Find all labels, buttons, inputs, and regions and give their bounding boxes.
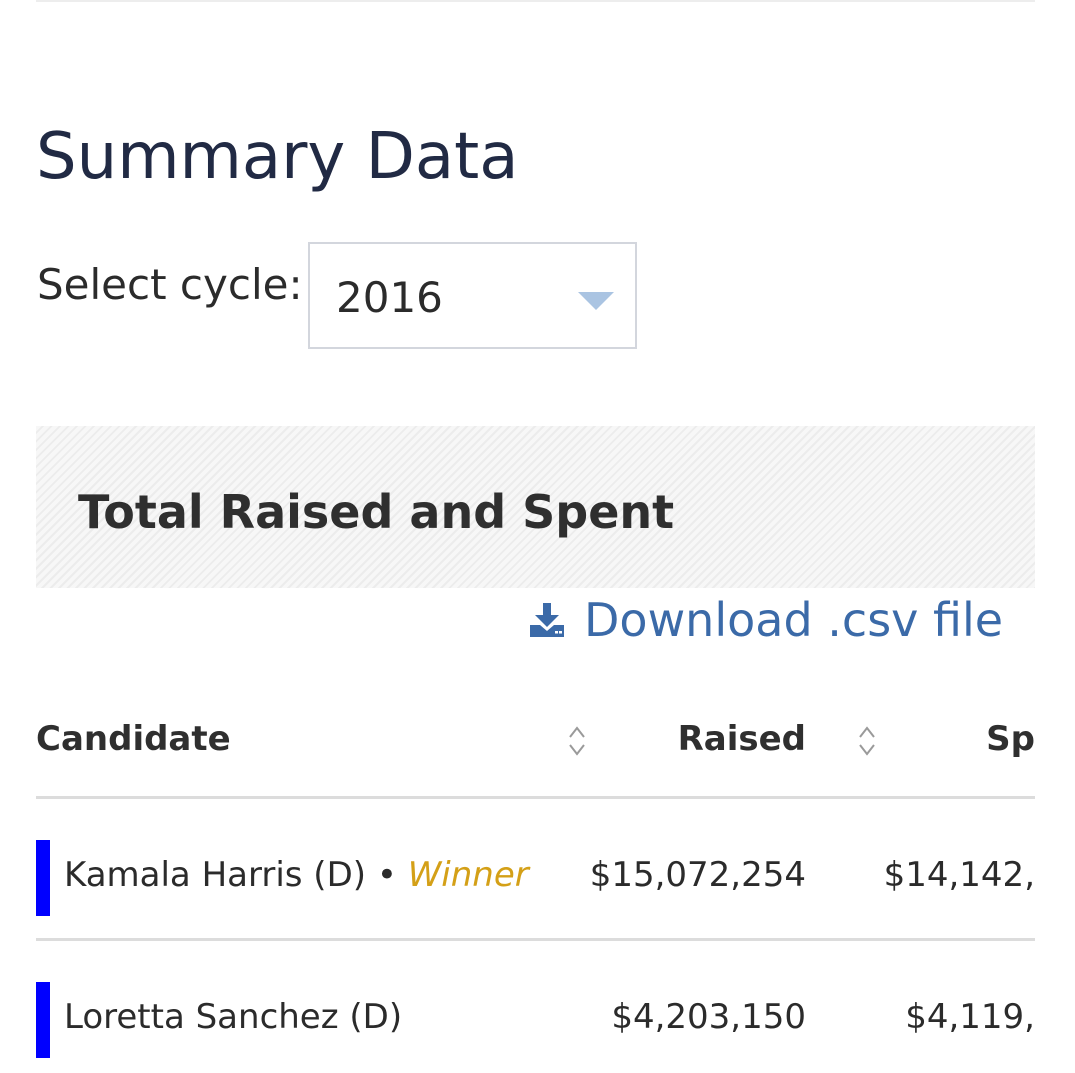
column-header-raised[interactable]: Raised	[677, 719, 806, 759]
cycle-selected-value: 2016	[336, 273, 443, 322]
candidate-cell: Loretta Sanchez (D)	[64, 992, 402, 1042]
raised-cell: $15,072,254	[589, 855, 806, 895]
sort-icon-raised[interactable]	[857, 724, 877, 758]
top-divider	[36, 0, 1035, 2]
column-header-candidate[interactable]: Candidate	[36, 719, 231, 759]
column-header-spent[interactable]: Sp	[986, 719, 1035, 759]
candidate-name[interactable]: Kamala Harris (D)	[64, 855, 367, 895]
party-color-bar	[36, 982, 50, 1058]
sort-icon-candidate[interactable]	[567, 724, 587, 758]
spent-cell: $4,119,	[905, 997, 1035, 1037]
download-icon	[530, 603, 564, 637]
header-divider	[36, 796, 1035, 799]
candidate-name[interactable]: Loretta Sanchez (D)	[64, 997, 403, 1037]
panel-title: Total Raised and Spent	[78, 485, 675, 539]
spent-cell: $14,142,	[883, 855, 1035, 895]
download-label: Download .csv file	[584, 593, 1004, 647]
table-row: Kamala Harris (D) • Winner $15,072,254 $…	[36, 798, 1035, 938]
section-title: Summary Data	[36, 120, 519, 194]
candidate-cell: Kamala Harris (D) • Winner	[64, 850, 529, 900]
cycle-label: Select cycle:	[37, 260, 303, 309]
party-color-bar	[36, 840, 50, 916]
winner-label: Winner	[407, 855, 529, 895]
candidate-separator: •	[366, 855, 408, 895]
raised-cell: $4,203,150	[611, 997, 806, 1037]
cycle-select[interactable]: 2016	[308, 242, 637, 349]
download-csv-link[interactable]: Download .csv file	[528, 592, 1003, 648]
dropdown-caret-icon	[578, 292, 614, 310]
totals-panel-header: Total Raised and Spent	[36, 426, 1035, 588]
table-row: Loretta Sanchez (D) $4,203,150 $4,119,	[36, 940, 1035, 1073]
row-divider	[36, 938, 1035, 941]
